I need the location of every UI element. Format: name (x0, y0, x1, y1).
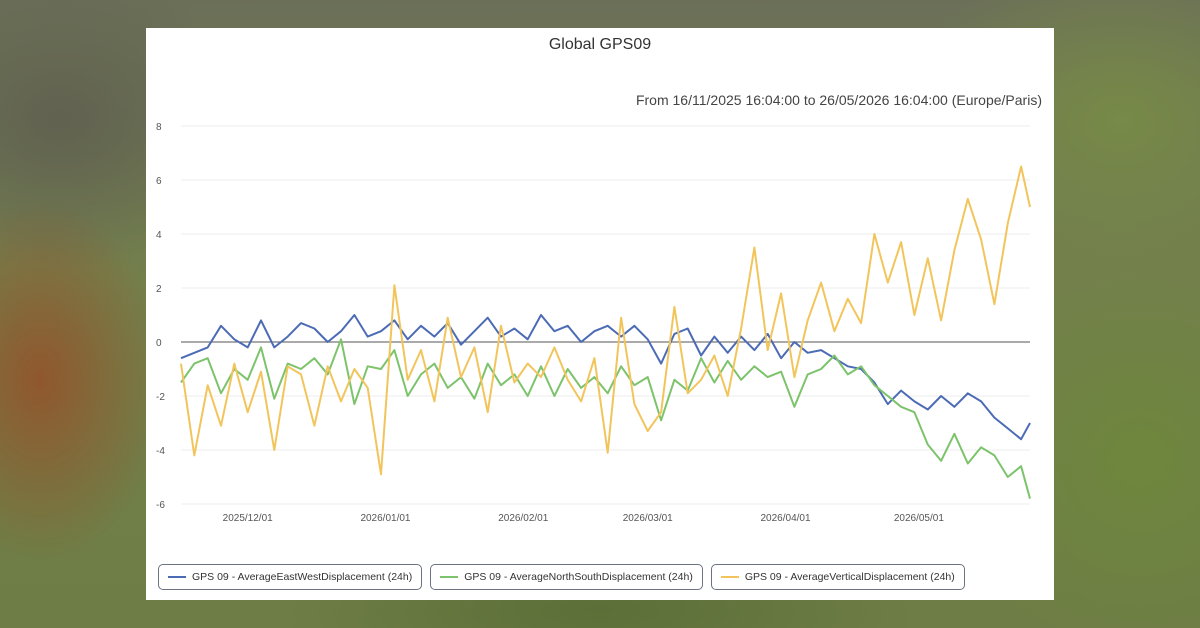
x-tick-label: 2026/05/01 (894, 513, 944, 524)
y-tick-label: -4 (156, 446, 165, 457)
legend-label: GPS 09 - AverageNorthSouthDisplacement (… (464, 571, 693, 583)
x-tick-label: 2026/03/01 (623, 513, 673, 524)
chart-legend: GPS 09 - AverageEastWestDisplacement (24… (158, 564, 965, 590)
x-tick-label: 2025/12/01 (223, 513, 273, 524)
legend-label: GPS 09 - AverageVerticalDisplacement (24… (744, 571, 955, 583)
y-tick-label: 2 (156, 284, 162, 295)
legend-swatch (440, 576, 459, 578)
legend-item-2[interactable]: GPS 09 - AverageNorthSouthDisplacement (… (430, 564, 703, 590)
y-tick-label: 6 (156, 176, 162, 187)
y-tick-label: 4 (156, 230, 162, 241)
line-chart: 8 6 4 2 0 -2 -4 -6 2025/12/01 2026/01/01 2026/02/0… (156, 122, 1031, 524)
series-line-2 (180, 338, 1031, 499)
x-tick-label: 2026/04/01 (760, 513, 810, 524)
x-tick-label: 2026/02/01 (498, 513, 548, 524)
legend-swatch (720, 576, 739, 578)
legend-swatch (168, 576, 186, 578)
series-line-3 (180, 165, 1031, 476)
chart-card: Global GPS09 From 16/11/2025 16:04:00 to… (146, 28, 1054, 600)
chart-title: Global GPS09 (548, 36, 652, 53)
chart-date-range: From 16/11/2025 16:04:00 to 26/05/2026 1… (635, 92, 1042, 108)
x-tick-label: 2026/01/01 (360, 513, 410, 524)
legend-label: GPS 09 - AverageEastWestDisplacement (24… (192, 571, 413, 583)
y-tick-label: 8 (156, 122, 162, 133)
series-line-1 (180, 314, 1031, 441)
legend-item-1[interactable]: GPS 09 - AverageEastWestDisplacement (24… (158, 564, 423, 590)
y-tick-label: -2 (156, 392, 165, 403)
y-tick-label: -6 (156, 500, 165, 511)
y-tick-label: 0 (156, 338, 162, 349)
legend-item-3[interactable]: GPS 09 - AverageVerticalDisplacement (24… (710, 564, 965, 590)
